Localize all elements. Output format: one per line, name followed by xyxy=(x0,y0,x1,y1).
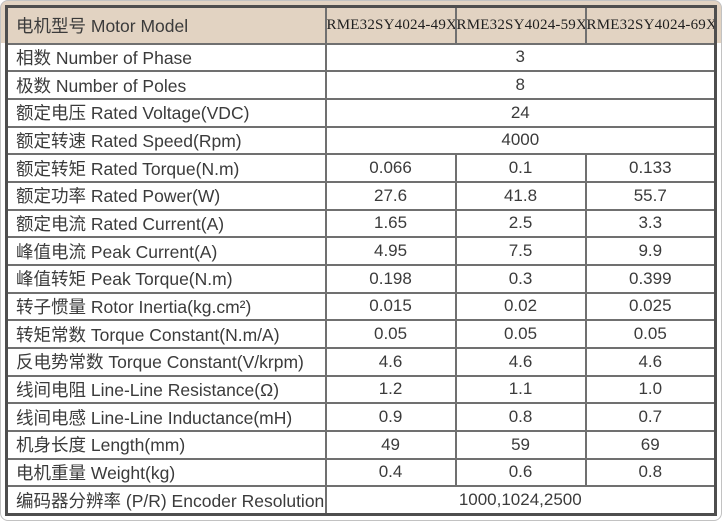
table-row: 额定电流 Rated Current(A) 1.65 2.5 3.3 xyxy=(5,208,717,239)
table-row: 线间电感 Line-Line Inductance(mH) 0.9 0.8 0.7 xyxy=(5,402,717,432)
row-value: 69 xyxy=(584,429,717,460)
table-row: 线间电阻 Line-Line Resistance(Ω) 1.2 1.1 1.0 xyxy=(5,374,717,405)
row-label: 反电势常数 Torque Constant(V/krpm) xyxy=(5,346,327,377)
table-row: 额定转矩 Rated Torque(N.m) 0.066 0.1 0.133 xyxy=(5,153,717,183)
row-label: 电机重量 Weight(kg) xyxy=(5,457,327,488)
row-label: 额定转矩 Rated Torque(N.m) xyxy=(5,153,327,183)
table-row: 电机重量 Weight(kg) 0.4 0.6 0.8 xyxy=(5,457,717,488)
table-row: 峰值电流 Peak Current(A) 4.95 7.5 9.9 xyxy=(5,236,717,266)
row-value-span: 8 xyxy=(324,70,717,100)
row-value: 0.9 xyxy=(324,402,457,432)
row-value: 0.7 xyxy=(584,402,717,432)
row-value: 4.95 xyxy=(324,236,457,266)
row-value: 1.2 xyxy=(324,374,457,405)
table-row: 相数 Number of Phase 3 xyxy=(5,42,717,73)
row-value: 27.6 xyxy=(324,180,457,211)
row-label: 机身长度 Length(mm) xyxy=(5,429,327,460)
table-row: 额定电压 Rated Voltage(VDC) 24 xyxy=(5,97,717,128)
row-label: 额定转速 Rated Speed(Rpm) xyxy=(5,125,327,156)
table-row: 反电势常数 Torque Constant(V/krpm) 4.6 4.6 4.6 xyxy=(5,346,717,377)
row-value: 0.02 xyxy=(454,291,587,322)
row-value-span: 4000 xyxy=(324,125,717,156)
header-model-cell: RME32SY4024-69X xyxy=(584,5,717,45)
row-value: 0.198 xyxy=(324,263,457,294)
row-value: 0.1 xyxy=(454,153,587,183)
row-value: 41.8 xyxy=(454,180,587,211)
table-row: 额定功率 Rated Power(W) 27.6 41.8 55.7 xyxy=(5,180,717,211)
row-value: 49 xyxy=(324,429,457,460)
table-row: 峰值转矩 Peak Torque(N.m) 0.198 0.3 0.399 xyxy=(5,263,717,294)
row-value: 0.399 xyxy=(584,263,717,294)
row-label: 线间电阻 Line-Line Resistance(Ω) xyxy=(5,374,327,405)
motor-spec-table: 电机型号 Motor Model RME32SY4024-49X RME32SY4… xyxy=(5,5,717,516)
row-label: 额定功率 Rated Power(W) xyxy=(5,180,327,211)
row-value: 0.6 xyxy=(454,457,587,488)
row-value: 7.5 xyxy=(454,236,587,266)
row-label: 线间电感 Line-Line Inductance(mH) xyxy=(5,402,327,432)
table-row: 额定转速 Rated Speed(Rpm) 4000 xyxy=(5,125,717,156)
row-label: 相数 Number of Phase xyxy=(5,42,327,73)
row-value: 55.7 xyxy=(584,180,717,211)
header-model-cell: RME32SY4024-59X xyxy=(454,5,587,45)
row-value-span: 3 xyxy=(324,42,717,73)
row-value: 0.8 xyxy=(454,402,587,432)
row-value: 9.9 xyxy=(584,236,717,266)
row-value: 1.0 xyxy=(584,374,717,405)
row-value: 0.025 xyxy=(584,291,717,322)
row-value: 0.015 xyxy=(324,291,457,322)
row-value: 4.6 xyxy=(584,346,717,377)
table-row: 极数 Number of Poles 8 xyxy=(5,70,717,100)
row-label: 额定电流 Rated Current(A) xyxy=(5,208,327,239)
row-value: 1.1 xyxy=(454,374,587,405)
row-value: 0.05 xyxy=(584,319,717,349)
header-row: 电机型号 Motor Model RME32SY4024-49X RME32SY4… xyxy=(5,5,717,45)
row-value: 2.5 xyxy=(454,208,587,239)
row-label: 转子惯量 Rotor Inertia(kg.cm²) xyxy=(5,291,327,322)
row-value: 59 xyxy=(454,429,587,460)
table-row: 转子惯量 Rotor Inertia(kg.cm²) 0.015 0.02 0.025 xyxy=(5,291,717,322)
row-value: 0.3 xyxy=(454,263,587,294)
header-model-cell: RME32SY4024-49X xyxy=(324,5,457,45)
table-row: 转矩常数 Torque Constant(N.m/A) 0.05 0.05 0.05 xyxy=(5,319,717,349)
row-value: 0.05 xyxy=(454,319,587,349)
row-value-span: 24 xyxy=(324,97,717,128)
row-label: 峰值转矩 Peak Torque(N.m) xyxy=(5,263,327,294)
spec-rows: 相数 Number of Phase 3 极数 Number of Poles 8 额定… xyxy=(5,42,717,516)
row-label: 转矩常数 Torque Constant(N.m/A) xyxy=(5,319,327,349)
table-row: 机身长度 Length(mm) 49 59 69 xyxy=(5,429,717,460)
motor-model-header-label: 电机型号 Motor Model xyxy=(5,5,327,45)
row-label: 极数 Number of Poles xyxy=(5,70,327,100)
row-value: 0.4 xyxy=(324,457,457,488)
row-label: 额定电压 Rated Voltage(VDC) xyxy=(5,97,327,128)
row-value: 4.6 xyxy=(324,346,457,377)
row-value-span: 1000,1024,2500 xyxy=(324,485,717,516)
row-value: 0.05 xyxy=(324,319,457,349)
row-value: 0.133 xyxy=(584,153,717,183)
row-label: 编码器分辨率 (P/R) Encoder Resolution xyxy=(5,485,327,516)
row-value: 4.6 xyxy=(454,346,587,377)
row-value: 1.65 xyxy=(324,208,457,239)
row-value: 0.8 xyxy=(584,457,717,488)
table-row: 编码器分辨率 (P/R) Encoder Resolution 1000,1024… xyxy=(5,485,717,516)
row-label: 峰值电流 Peak Current(A) xyxy=(5,236,327,266)
row-value: 3.3 xyxy=(584,208,717,239)
row-value: 0.066 xyxy=(324,153,457,183)
